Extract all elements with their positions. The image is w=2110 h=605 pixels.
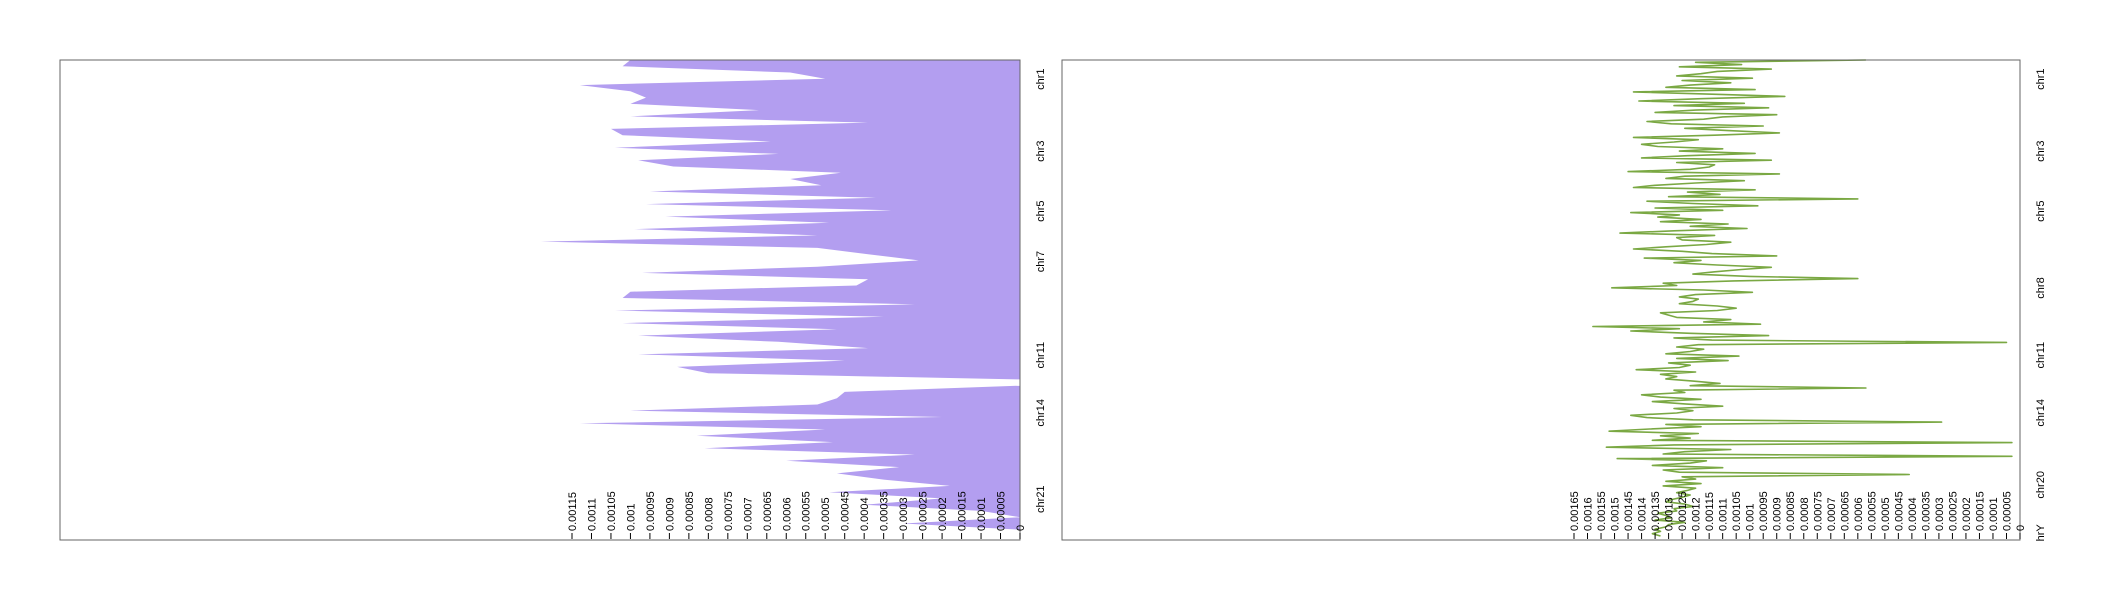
chromosome-label: chr5 [1035, 200, 1047, 221]
area-chart-panel: 0.00115 0.0011 0.00105 0.001 0.00095 0.0009 0.… [59, 59, 1047, 541]
axis-tick-label: 0.00035 [1920, 491, 1932, 531]
axis-tick-label: 0.00065 [1839, 491, 1851, 531]
axis-tick-label: 0.0012 [1691, 497, 1703, 531]
axis-tick-label: 0.00125 [1677, 491, 1689, 531]
axis-tick-label: 0.0005 [1880, 497, 1892, 531]
axis-tick-label: 0.00075 [723, 491, 735, 531]
axis-tick-label: 0 [2015, 525, 2027, 531]
axis-tick-label: 0.00115 [1704, 492, 1716, 531]
axis-tick-label: 0.0009 [1772, 497, 1784, 531]
axis-tick-label: 0.00085 [1785, 491, 1797, 531]
axis-tick-label: 0.0002 [937, 497, 949, 531]
axis-tick-label: 0.0004 [859, 497, 871, 531]
chromosome-label: chr1 [1035, 68, 1047, 89]
chromosome-label: chr11 [2035, 342, 2047, 369]
axis-tick-label: 0.00075 [1812, 491, 1824, 531]
chromosome-label: chr21 [1035, 485, 1047, 513]
axis-tick-label: 0.00065 [762, 491, 774, 531]
axis-tick-label: 0.00015 [957, 491, 969, 531]
axis-tick-label: 0.0001 [976, 497, 988, 531]
chromosome-label: chr14 [1035, 399, 1047, 427]
axis-tick-label: 0.0001 [1988, 497, 2000, 531]
axis-tick-label: 0.00035 [879, 491, 891, 531]
axis-tick-label: 0.0003 [898, 497, 910, 531]
axis-tick-label: 0 [1015, 525, 1027, 531]
axis-tick-label: 0.0007 [1826, 497, 1838, 531]
axis-tick-label: 0.0008 [703, 497, 715, 531]
axis-tick-label: 0.0002 [1961, 497, 1973, 531]
axis-tick-label: 0.0015 [1610, 497, 1622, 531]
plot-frame [59, 59, 1021, 541]
chromosome-label: hrY [2035, 524, 2047, 542]
axis-tick-label: 0.00115 [567, 492, 579, 531]
axis-tick-label: 0.001 [625, 503, 637, 531]
axis-tick-label: 0.00165 [1569, 491, 1581, 531]
chromosome-label: chr7 [1035, 251, 1047, 272]
chromosome-label: chr3 [1035, 140, 1047, 161]
axis-tick-label: 0.00145 [1623, 491, 1635, 531]
chromosome-label: chr5 [2035, 200, 2047, 221]
axis-tick-label: 0.0004 [1907, 497, 1919, 531]
axis-tick-label: 0.0006 [781, 497, 793, 531]
axis-tick-label: 0.0013 [1664, 497, 1676, 531]
axis-tick-label: 0.00025 [1947, 491, 1959, 531]
line-chart-panel: 0.00165 0.0016 0.00155 0.0015 0.00145 0.0014 0… [1061, 59, 2047, 542]
chromosome-label: chr20 [2035, 471, 2047, 499]
chromosome-label: chr3 [2035, 140, 2047, 161]
axis-tick-label: 0.00055 [1866, 491, 1878, 531]
axis-tick-label: 0.0011 [586, 498, 598, 531]
axis-tick-label: 0.0005 [820, 497, 832, 531]
chromosome-label: chr11 [1035, 342, 1047, 369]
axis-tick-label: 0.0007 [742, 497, 754, 531]
axis-tick-label: 0.00055 [801, 491, 813, 531]
axis-tick-label: 0.00045 [1893, 491, 1905, 531]
chromosome-label: chr14 [2035, 399, 2047, 427]
axis-tick-label: 0.0011 [1718, 498, 1730, 531]
axis-tick-label: 0.001 [1745, 503, 1757, 531]
plot-frame [1061, 59, 2021, 541]
axis-tick-label: 0.00095 [645, 491, 657, 531]
axis-tick-label: 0.0014 [1637, 497, 1649, 531]
axis-tick-label: 0.00095 [1758, 491, 1770, 531]
chromosome-label: chr1 [2035, 68, 2047, 89]
axis-tick-label: 0.00005 [996, 491, 1008, 531]
axis-tick-label: 0.00005 [2001, 491, 2013, 531]
axis-tick-label: 0.00045 [840, 491, 852, 531]
axis-tick-label: 0.00155 [1596, 491, 1608, 531]
area-series [540, 60, 1020, 536]
axis-tick-label: 0.0009 [664, 497, 676, 531]
axis-tick-label: 0.00105 [1731, 491, 1743, 531]
axis-tick-label: 0.0006 [1853, 497, 1865, 531]
axis-tick-label: 0.0008 [1799, 497, 1811, 531]
axis-tick-label: 0.00135 [1650, 491, 1662, 531]
axis-tick-label: 0.0003 [1934, 497, 1946, 531]
axis-tick-label: 0.00105 [606, 491, 618, 531]
line-series [1592, 59, 2013, 537]
axis-tick-label: 0.0016 [1583, 497, 1595, 531]
axis-tick-label: 0.00015 [1974, 491, 1986, 531]
axis-tick-label: 0.00025 [918, 491, 930, 531]
chromosome-label: chr8 [2035, 277, 2047, 298]
axis-tick-label: 0.00085 [684, 491, 696, 531]
